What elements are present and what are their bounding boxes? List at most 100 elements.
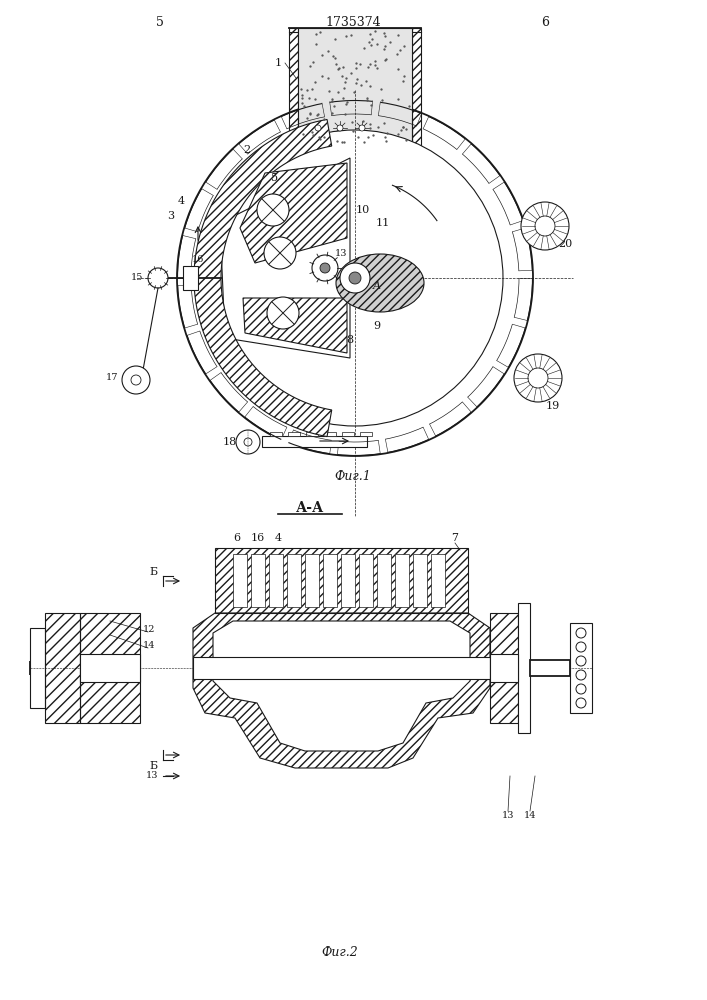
Bar (324, 432, 336, 436)
Polygon shape (194, 119, 332, 437)
Text: 2: 2 (243, 145, 250, 155)
Bar (530, 660, 570, 676)
Bar (431, 554, 445, 607)
Bar (269, 554, 283, 607)
Text: 12: 12 (143, 626, 155, 635)
Bar (305, 554, 319, 607)
Polygon shape (220, 158, 350, 358)
Circle shape (535, 216, 555, 236)
Text: 3: 3 (168, 211, 175, 221)
Circle shape (207, 130, 503, 426)
Bar (289, 28, 298, 146)
Circle shape (359, 125, 365, 131)
Text: 15: 15 (131, 273, 143, 282)
Circle shape (236, 430, 260, 454)
Bar (360, 432, 372, 436)
Circle shape (340, 263, 370, 293)
Circle shape (576, 628, 586, 638)
Bar (298, 28, 412, 146)
Text: A: A (373, 281, 381, 291)
Circle shape (576, 656, 586, 666)
Polygon shape (240, 163, 347, 263)
Circle shape (257, 194, 289, 226)
Bar (359, 554, 373, 607)
Circle shape (131, 375, 141, 385)
Text: 14: 14 (524, 812, 536, 820)
Bar (288, 432, 300, 436)
Text: 14: 14 (143, 642, 155, 650)
Bar (45, 613, 80, 723)
Text: 6: 6 (541, 15, 549, 28)
Circle shape (177, 100, 533, 456)
Circle shape (349, 272, 361, 284)
Text: 5: 5 (156, 15, 164, 28)
Text: 16: 16 (251, 533, 265, 543)
Circle shape (337, 125, 343, 131)
Circle shape (320, 263, 330, 273)
Text: Фиг.2: Фиг.2 (322, 946, 358, 958)
Circle shape (514, 354, 562, 402)
Text: 17: 17 (105, 373, 118, 382)
Bar (251, 554, 265, 607)
Bar (413, 554, 427, 607)
Bar (262, 436, 367, 447)
Circle shape (312, 255, 338, 281)
Text: 6: 6 (233, 533, 240, 543)
Bar (570, 623, 592, 713)
Text: Фиг.1: Фиг.1 (334, 470, 371, 483)
Text: А-А: А-А (296, 501, 324, 515)
Text: 8: 8 (346, 335, 354, 345)
Circle shape (244, 438, 252, 446)
Text: 11: 11 (376, 218, 390, 228)
Circle shape (576, 698, 586, 708)
Bar (323, 554, 337, 607)
Circle shape (148, 268, 168, 288)
Ellipse shape (336, 254, 424, 312)
Bar (490, 654, 518, 682)
Text: 5: 5 (271, 173, 279, 183)
Circle shape (528, 368, 548, 388)
Text: 13: 13 (146, 772, 158, 780)
Text: Б: Б (150, 761, 158, 771)
Bar (412, 28, 421, 146)
Text: 1: 1 (274, 58, 281, 68)
Bar (518, 603, 530, 733)
Text: 20: 20 (558, 239, 572, 249)
Circle shape (576, 670, 586, 680)
Bar (377, 554, 391, 607)
Bar (342, 432, 354, 436)
Text: 18: 18 (223, 437, 237, 447)
Bar (80, 654, 140, 682)
Circle shape (521, 202, 569, 250)
Bar (306, 432, 318, 436)
Bar (215, 548, 468, 613)
Circle shape (122, 366, 150, 394)
Circle shape (576, 642, 586, 652)
Circle shape (267, 297, 299, 329)
Text: 13: 13 (502, 812, 514, 820)
Text: 19: 19 (546, 401, 560, 411)
Text: 16: 16 (192, 255, 204, 264)
Bar (30, 628, 45, 708)
Text: 4: 4 (177, 196, 185, 206)
Polygon shape (213, 621, 470, 751)
Text: 9: 9 (373, 321, 380, 331)
Text: 1735374: 1735374 (325, 15, 381, 28)
Text: 4: 4 (274, 533, 281, 543)
Text: Б: Б (150, 567, 158, 577)
Circle shape (576, 684, 586, 694)
Text: 10: 10 (356, 205, 370, 215)
Bar (395, 554, 409, 607)
Circle shape (264, 237, 296, 269)
Circle shape (315, 125, 321, 131)
Bar (233, 554, 247, 607)
Polygon shape (243, 298, 347, 353)
Text: 13: 13 (334, 249, 347, 258)
Bar (80, 613, 140, 723)
Bar (193, 657, 490, 679)
Bar (287, 554, 301, 607)
Bar (341, 554, 355, 607)
Text: 7: 7 (452, 533, 459, 543)
Bar (183, 266, 198, 290)
Bar (490, 613, 518, 723)
